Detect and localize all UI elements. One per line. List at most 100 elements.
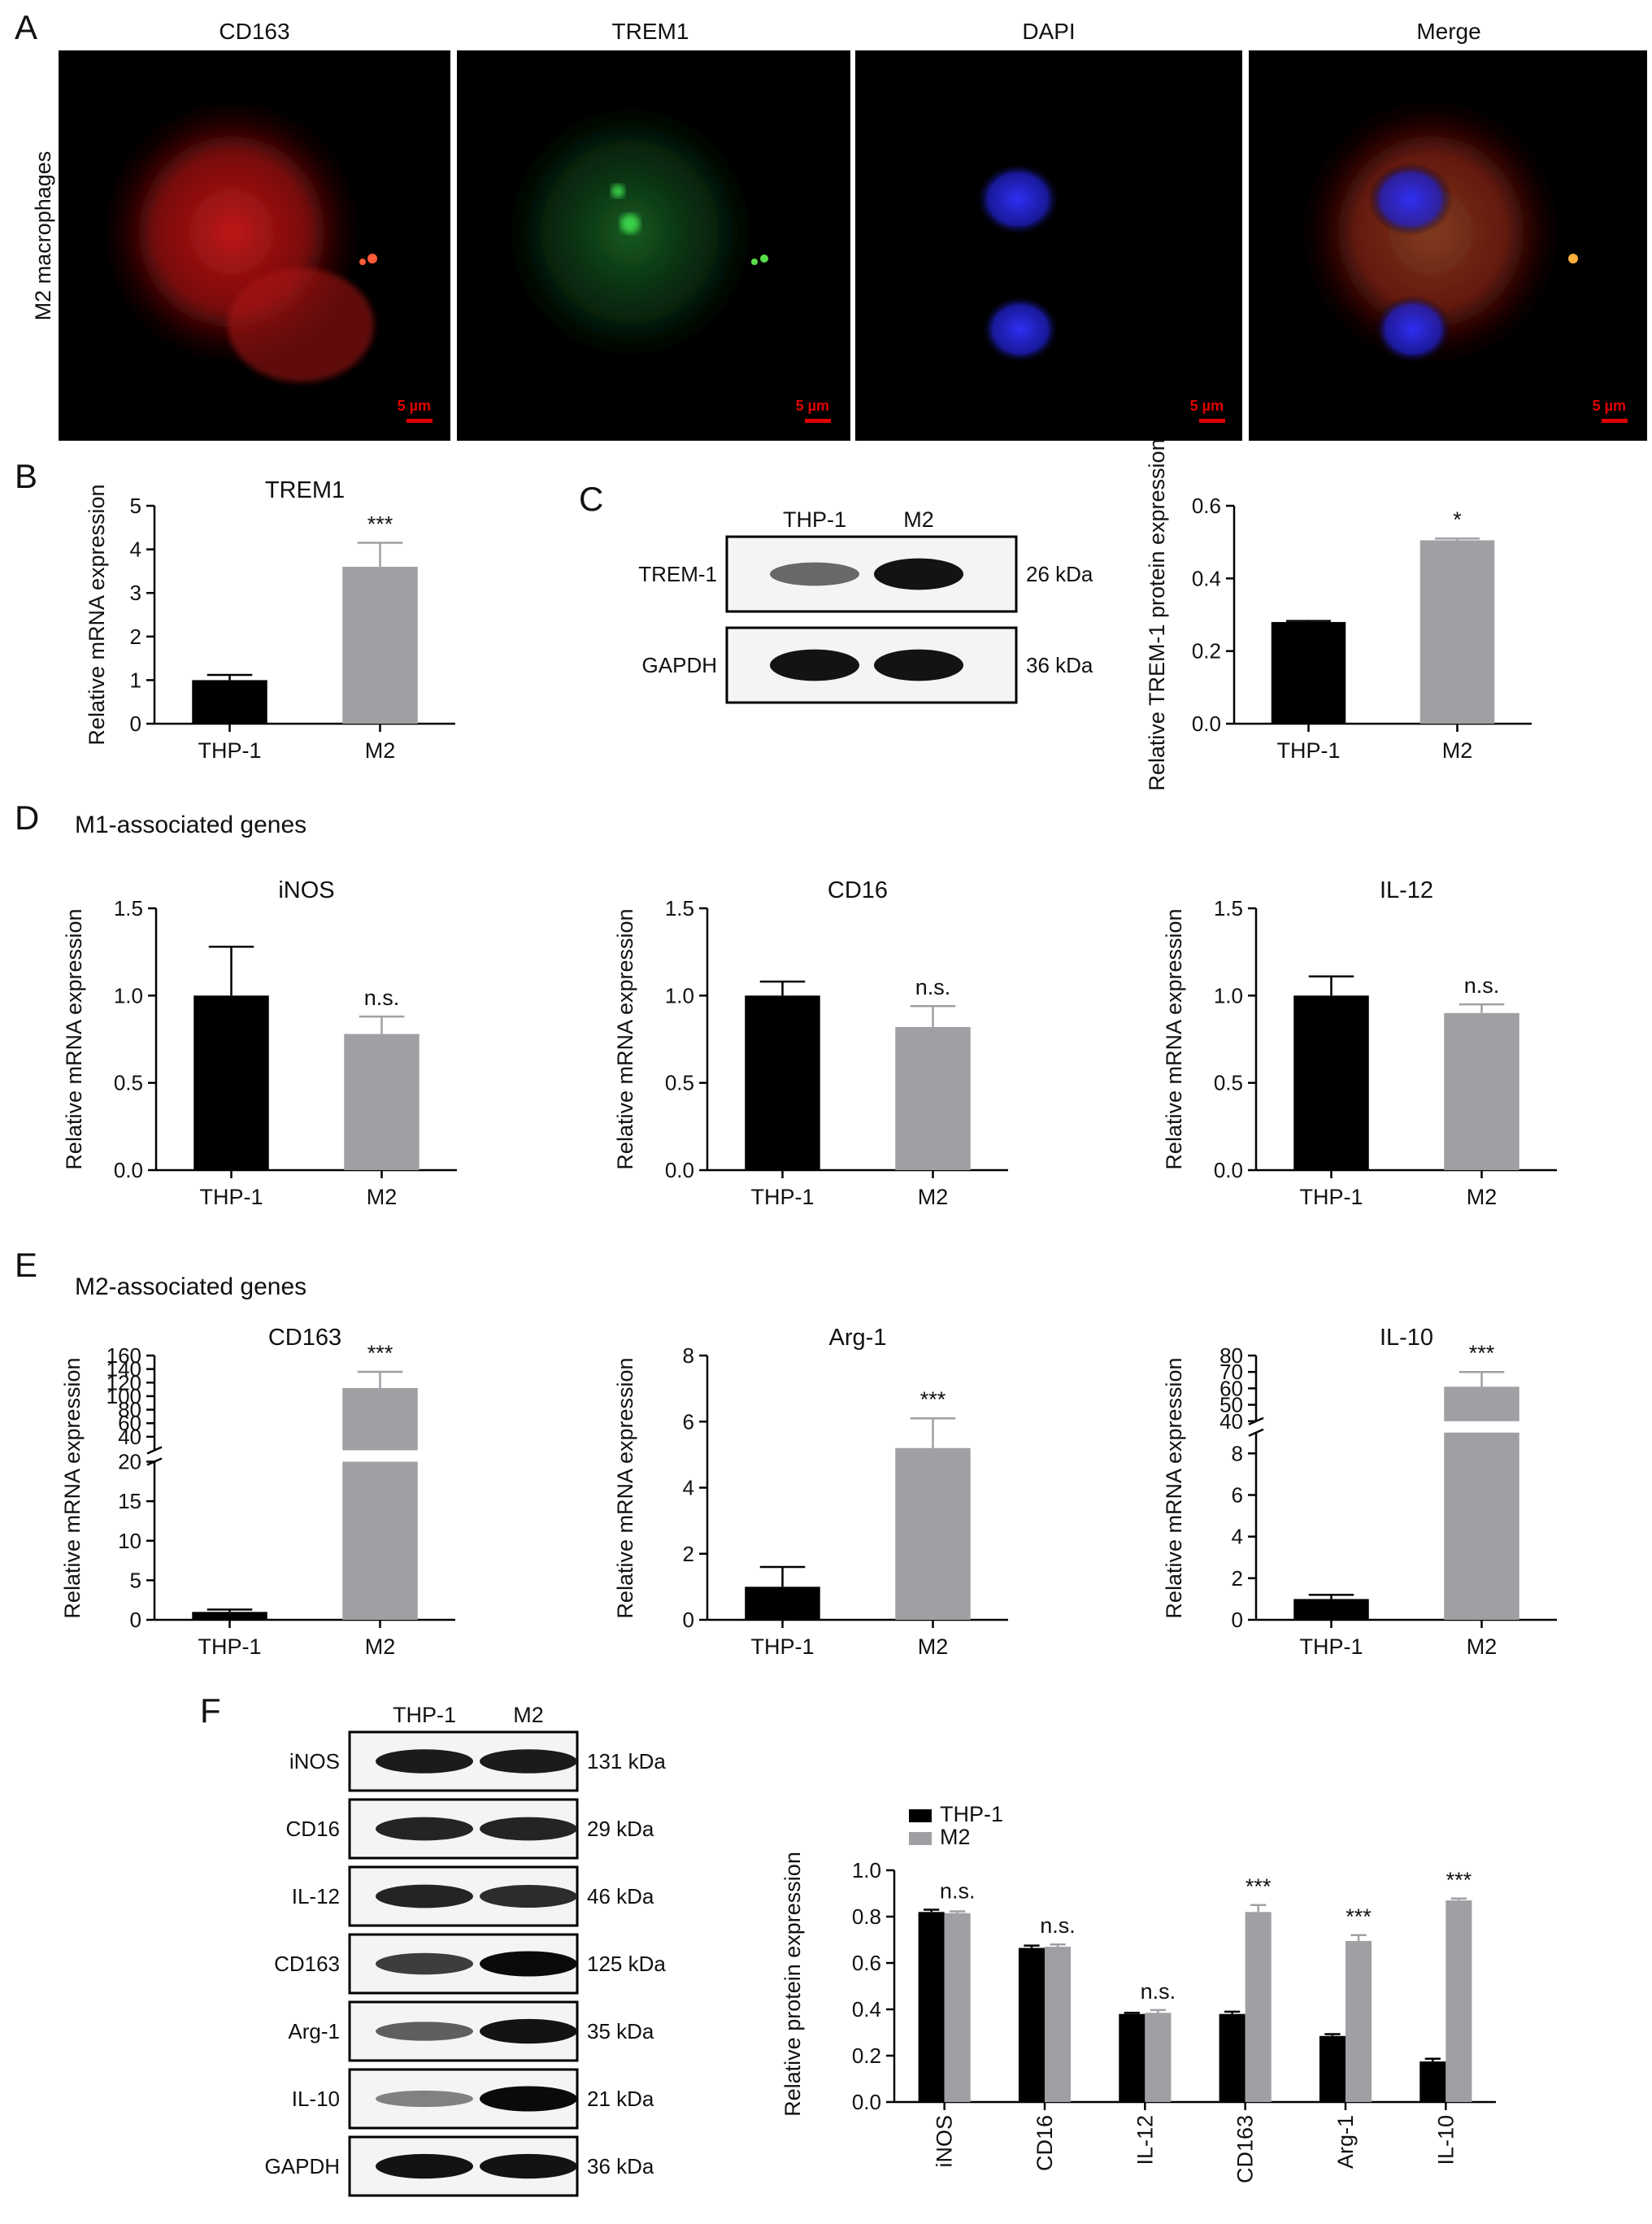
y-tick-label: 60 (1219, 1376, 1243, 1400)
group-title-m2: M2-associated genes (75, 1273, 306, 1300)
y-tick-label: 6 (1232, 1483, 1243, 1508)
bar-thp-1-inos (918, 1912, 945, 2102)
x-tick-label: M2 (365, 1634, 396, 1659)
y-tick-label: 10 (118, 1529, 141, 1553)
bar-m2 (1444, 1012, 1519, 1170)
blot-band-thp-1 (376, 1817, 473, 1841)
y-tick-label: 8 (683, 1343, 694, 1368)
blot-kda: 46 kDa (587, 1884, 654, 1908)
y-axis-label: Relative mRNA expression (62, 908, 86, 1169)
y-tick-label: 2 (1232, 1566, 1243, 1591)
y-tick-label: 0.0 (852, 2090, 881, 2114)
y-tick-label: 4 (1232, 1525, 1243, 1549)
significance-label: *** (1246, 1874, 1272, 1899)
lane-label-m2: M2 (903, 507, 934, 532)
y-tick-label: 1.5 (665, 896, 694, 921)
legend-label-thp-1: THP-1 (940, 1802, 1003, 1826)
y-axis-label: Relative protein expression (780, 1852, 805, 2117)
y-tick-label: 0.4 (1192, 566, 1221, 590)
blot-band-m2 (480, 1749, 577, 1774)
y-tick-label: 0.0 (1192, 712, 1221, 736)
y-axis-label: Relative TREM-1 protein expression (1145, 438, 1169, 790)
y-tick-label: 6 (683, 1409, 694, 1434)
y-tick-label: 0 (130, 1608, 141, 1632)
blot-band-m2 (480, 1817, 577, 1841)
significance-label: *** (367, 512, 393, 537)
bar-m2-il-12 (1145, 2013, 1172, 2102)
bar-thp-1 (192, 680, 267, 724)
x-tick-label: IL-10 (1433, 2115, 1458, 2165)
legend-swatch-m2 (909, 1832, 932, 1845)
x-tick-label: Arg-1 (1333, 2115, 1358, 2169)
scale-bar-3: 5 µm (1190, 398, 1225, 423)
lane-label-thp-1: THP-1 (393, 1703, 456, 1727)
chart-title: CD163 (268, 1325, 341, 1351)
chart-title: iNOS (278, 877, 334, 903)
image-dapi (855, 50, 1242, 441)
svg-text:5 µm: 5 µm (1190, 398, 1224, 414)
chart-title: CD16 (828, 877, 888, 903)
y-tick-label: 8 (1232, 1441, 1243, 1465)
y-tick-label: 0 (1232, 1608, 1243, 1632)
y-axis-label: Relative mRNA expression (85, 484, 109, 745)
significance-label: n.s. (364, 986, 400, 1010)
panel-letter-e: E (15, 1246, 37, 1284)
y-tick-label: 70 (1219, 1360, 1243, 1384)
axis-break-mark (1248, 1428, 1264, 1437)
blot-row-inos: iNOS 131 kDa (289, 1730, 666, 1792)
blot-band-m2 (480, 1885, 577, 1908)
y-tick-label: 80 (1219, 1343, 1243, 1368)
chart-title: Arg-1 (829, 1325, 887, 1351)
significance-label: *** (1346, 1904, 1372, 1929)
blot-kda: 35 kDa (587, 2019, 654, 2043)
x-tick-label: iNOS (933, 2115, 957, 2168)
bar-thp-1-cd16 (1018, 1948, 1045, 2102)
blot-band-m2 (874, 649, 963, 681)
panel-a-title-dapi: DAPI (1022, 19, 1075, 44)
y-tick-label: 60 (118, 1411, 141, 1435)
bar-thp-1 (1293, 1599, 1369, 1620)
y-tick-label: 1.5 (1214, 896, 1243, 921)
y-tick-label: 1 (130, 668, 141, 692)
y-tick-label: 40 (118, 1425, 141, 1449)
bar-m2-upper (1444, 1386, 1519, 1421)
y-tick-label: 0.2 (852, 2043, 881, 2068)
blot-band-thp-1 (376, 2022, 473, 2041)
blot-label: TREM-1 (638, 562, 717, 586)
y-tick-label: 50 (1219, 1393, 1243, 1417)
panel-a-microscopy: M2 macrophages CD163 TREM1 DAPI Merge (31, 19, 1647, 441)
blot-row-gapdh: GAPDH 36 kDa (642, 626, 1093, 704)
blot-row-cd16: CD16 29 kDa (286, 1798, 654, 1860)
x-tick-label: M2 (1467, 1185, 1498, 1209)
y-tick-label: 2 (130, 625, 141, 649)
bar-m2 (344, 1034, 420, 1170)
blot-label: Arg-1 (288, 2019, 340, 2043)
bar-m2-arg-1 (1346, 1940, 1372, 2102)
legend-label-m2: M2 (940, 1825, 971, 1849)
blot-band-m2 (480, 1951, 577, 1977)
significance-label: n.s. (1464, 973, 1500, 998)
y-tick-label: 1.0 (1214, 983, 1243, 1008)
blot-band-thp-1 (770, 562, 859, 586)
bar-m2-cd163 (1245, 1912, 1272, 2102)
scale-bar-4: 5 µm (1593, 398, 1628, 423)
blot-label: IL-12 (292, 1884, 340, 1908)
chart-b: 0 1 2 3 4 5 THP-1 M2 *** TREM1 Relative mRNA expre… (85, 477, 455, 763)
significance-label: * (1453, 507, 1462, 532)
blot-kda: 21 kDa (587, 2087, 654, 2111)
x-tick-label: CD163 (1233, 2115, 1258, 2183)
y-tick-label: 20 (118, 1450, 141, 1474)
blot-label: IL-10 (292, 2087, 340, 2111)
y-axis-label: Relative mRNA expression (613, 908, 637, 1169)
y-tick-label: 0 (683, 1608, 694, 1632)
blot-blots_c: THP-1 M2 TREM-1 26 kDa GAPDH 36 kDa (638, 507, 1093, 704)
x-tick-label: M2 (1442, 738, 1473, 763)
svg-text:5 µm: 5 µm (398, 398, 431, 414)
significance-label: n.s. (915, 975, 951, 999)
blot-kda: 36 kDa (1026, 653, 1093, 677)
y-tick-label: 0.0 (114, 1158, 143, 1182)
chart-title: IL-12 (1380, 877, 1433, 903)
row-label-m2-macrophages: M2 macrophages (31, 151, 55, 321)
bar-m2 (895, 1447, 971, 1620)
